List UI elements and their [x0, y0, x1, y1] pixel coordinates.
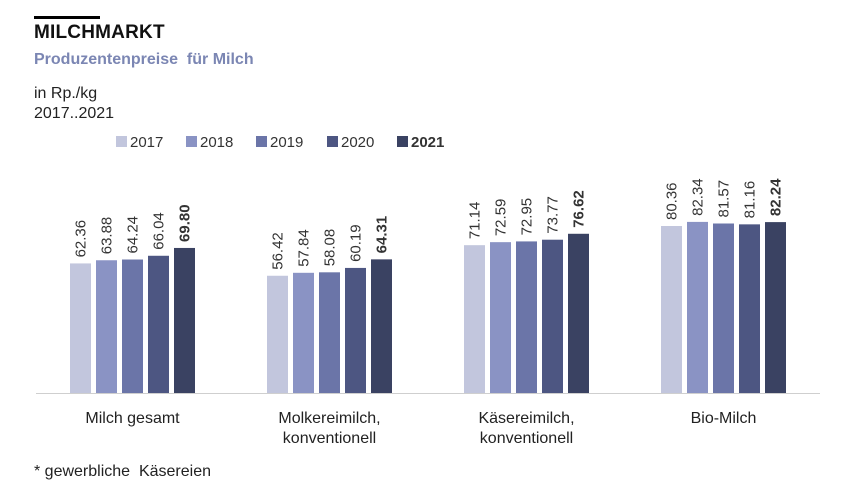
title-rule: [34, 16, 100, 19]
bar-2019-1: [319, 272, 340, 393]
legend-label-2018: 2018: [200, 134, 233, 151]
bar-2017-3: [661, 226, 682, 393]
bar-2021-0: [174, 247, 195, 393]
bar-2020-1: [345, 267, 366, 393]
legend-swatch-2020: [327, 136, 338, 147]
bar-2021-2: [568, 233, 589, 393]
bar-2021-1: [371, 259, 392, 393]
page-title: MILCHMARKT: [34, 22, 165, 43]
value-label-2019-3: 81.57: [716, 180, 733, 218]
value-label-2017-2: 71.14: [467, 202, 484, 240]
bar-2018-0: [96, 260, 117, 393]
bar-2018-3: [687, 221, 708, 393]
unit-label: in Rp./kg: [34, 85, 98, 102]
legend-label-2020: 2020: [341, 134, 374, 151]
bar-2020-2: [542, 239, 563, 393]
category-label-line: Käsereimilch,: [478, 410, 574, 427]
period-label: 2017..2021: [34, 105, 115, 122]
category-label-line: Molkereimilch,: [278, 410, 380, 427]
legend-swatch-2019: [256, 136, 267, 147]
category-label-line: Bio-Milch: [691, 410, 757, 427]
category-label-3: Bio-Milch: [691, 410, 757, 427]
value-label-2019-0: 64.24: [125, 216, 142, 254]
bar-2021-3: [765, 222, 786, 393]
bar-2019-2: [516, 241, 537, 393]
value-label-2017-1: 56.42: [270, 232, 287, 270]
value-label-2021-0: 69.80: [177, 204, 194, 242]
category-label-1: Molkereimilch, konventionell: [278, 410, 380, 447]
bar-2019-0: [122, 259, 143, 393]
bar-2018-2: [490, 242, 511, 393]
bar-2019-3: [713, 223, 734, 393]
value-label-2018-1: 57.84: [296, 229, 313, 267]
value-label-2019-2: 72.95: [519, 198, 536, 236]
value-label-2018-2: 72.59: [493, 199, 510, 237]
legend-label-2017: 2017: [130, 134, 163, 151]
value-label-2018-3: 82.34: [690, 178, 707, 216]
category-label-line: konventionell: [480, 430, 573, 447]
legend-label-2019: 2019: [270, 134, 303, 151]
value-label-2019-1: 58.08: [322, 229, 339, 267]
category-label-2: Käsereimilch, konventionell: [478, 410, 574, 447]
legend-swatch-2021: [397, 136, 408, 147]
footnote: * gewerbliche Käsereien: [34, 463, 211, 480]
bar-2017-1: [267, 275, 288, 393]
value-label-2020-3: 81.16: [742, 181, 759, 219]
legend-swatch-2018: [186, 136, 197, 147]
bar-2017-2: [464, 245, 485, 393]
value-label-2017-3: 80.36: [664, 182, 681, 220]
chart-subtitle: Produzentenpreise für Milch: [34, 51, 254, 68]
value-label-2017-0: 62.36: [73, 220, 90, 258]
category-label-0: Milch gesamt: [85, 410, 180, 427]
bar-2017-0: [70, 263, 91, 393]
bar-2018-1: [293, 272, 314, 393]
value-label-2018-0: 63.88: [99, 217, 116, 255]
category-label-line: konventionell: [283, 430, 376, 447]
bar-2020-3: [739, 224, 760, 393]
value-label-2021-2: 76.62: [571, 190, 588, 228]
bar-2020-0: [148, 255, 169, 393]
value-label-2021-1: 64.31: [374, 216, 391, 254]
value-label-2020-2: 73.77: [545, 196, 562, 234]
value-label-2020-0: 66.04: [151, 212, 168, 250]
legend-label-2021: 2021: [411, 134, 444, 151]
value-label-2020-1: 60.19: [348, 224, 365, 262]
legend-swatch-2017: [116, 136, 127, 147]
value-label-2021-3: 82.24: [768, 178, 785, 216]
category-label-line: Milch gesamt: [85, 410, 180, 427]
